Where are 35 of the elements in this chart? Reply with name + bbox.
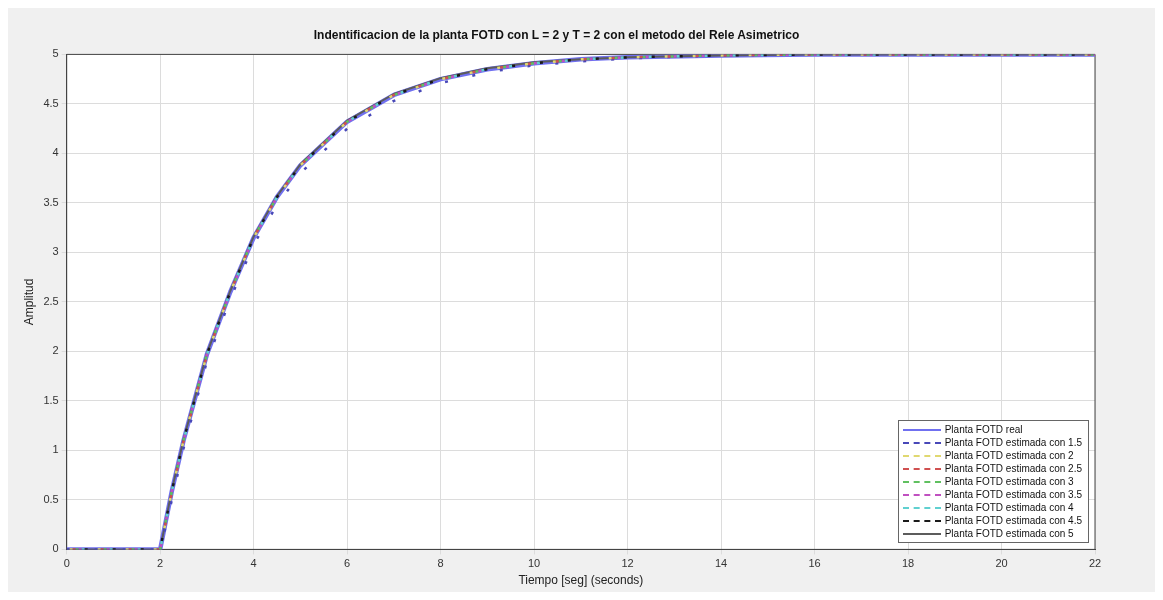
x-tick-label: 12 <box>621 557 634 570</box>
y-tick-label: 3.5 <box>43 195 59 208</box>
legend-label: Planta FOTD estimada con 1.5 <box>944 437 1082 449</box>
x-axis-title: Tiempo [seg] (seconds) <box>518 573 644 588</box>
x-tick-label: 8 <box>437 557 444 570</box>
y-tick-label: 4 <box>52 146 59 159</box>
y-tick-label: 3 <box>52 245 59 258</box>
y-tick-label: 0.5 <box>43 492 59 505</box>
x-tick-label: 14 <box>714 557 728 570</box>
x-tick-label: 6 <box>344 557 351 570</box>
y-tick-label: 1 <box>52 443 59 456</box>
legend-label: Planta FOTD estimada con 2.5 <box>944 463 1082 475</box>
x-tick-label: 0 <box>63 557 70 570</box>
legend-label: Planta FOTD estimada con 5 <box>944 528 1074 540</box>
x-tick-label: 22 <box>1088 557 1102 570</box>
y-tick-label: 1.5 <box>43 393 59 406</box>
legend-label: Planta FOTD estimada con 3.5 <box>944 489 1082 501</box>
legend-label: Planta FOTD estimada con 3 <box>944 476 1074 488</box>
y-tick-label: 0 <box>52 542 59 555</box>
legend-label: Planta FOTD estimada con 2 <box>944 450 1074 462</box>
legend-label: Planta FOTD real <box>944 424 1023 436</box>
y-tick-label: 4.5 <box>43 96 59 109</box>
y-axis-title: Amplitud <box>21 278 36 326</box>
y-tick-label: 2.5 <box>43 294 59 307</box>
x-tick-label: 20 <box>995 557 1008 570</box>
x-tick-label: 10 <box>527 557 541 570</box>
x-tick-label: 2 <box>157 557 164 570</box>
chart-title: Indentificacion de la planta FOTD con L = 2 y T = 2 con el metodo del Rele Asimetrico <box>313 27 800 42</box>
x-tick-label: 4 <box>250 557 257 570</box>
x-tick-label: 18 <box>901 557 915 570</box>
x-tick-label: 16 <box>808 557 821 570</box>
y-tick-label: 2 <box>52 344 59 357</box>
y-tick-label: 5 <box>52 47 59 60</box>
legend-label: Planta FOTD estimada con 4.5 <box>944 515 1082 527</box>
legend-label: Planta FOTD estimada con 4 <box>944 502 1074 514</box>
